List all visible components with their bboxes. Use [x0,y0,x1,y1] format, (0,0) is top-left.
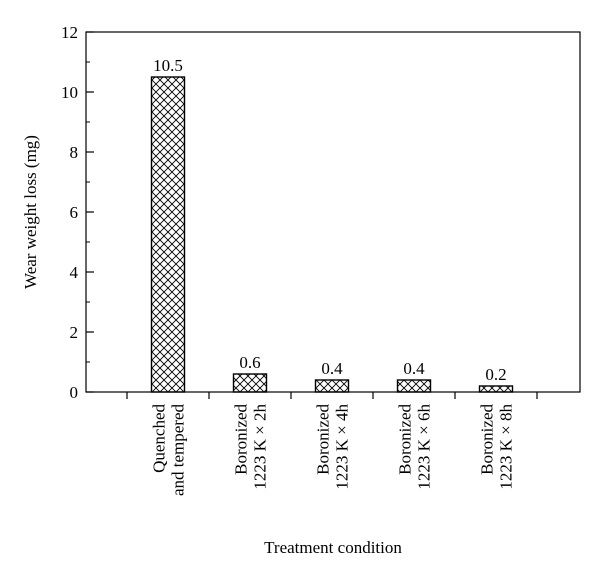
category-label-line: Boronized [478,404,497,475]
y-tick-label: 10 [61,83,78,102]
bar [150,76,186,393]
category-label-line: Quenched [150,404,169,473]
bar [396,379,432,393]
data-label: 10.5 [153,56,183,75]
category-label-line: Boronized [232,404,251,475]
data-label: 0.2 [485,365,506,384]
category-labels: Quenched and tempered Boronized 1223 K × 2h… [150,404,516,497]
y-tick-label: 12 [61,23,78,42]
category-label-line: Boronized [396,404,415,475]
y-tick-label: 4 [70,263,79,282]
category-label: Boronized 1223 K × 8h [478,404,516,490]
x-axis-label: Treatment condition [264,538,402,557]
category-label: Boronized 1223 K × 6h [396,404,434,490]
data-label: 0.6 [239,353,260,372]
y-tick-label: 0 [70,383,79,402]
category-label-line: 1223 K × 8h [497,404,516,490]
data-labels: 10.5 0.6 0.4 0.4 0.2 [153,56,507,384]
bar [232,373,268,393]
category-label-line: Boronized [314,404,333,475]
y-axis-ticks: 0 2 4 6 8 10 12 [61,23,94,402]
bar [314,379,350,393]
category-label-line: and tempered [169,404,188,497]
category-label: Boronized 1223 K × 2h [232,404,270,490]
category-label-line: 1223 K × 4h [333,404,352,490]
category-label: Quenched and tempered [150,404,188,497]
category-label: Boronized 1223 K × 4h [314,404,352,490]
bars [150,76,514,393]
y-tick-label: 6 [70,203,79,222]
x-axis-ticks [126,392,538,399]
category-label-line: 1223 K × 2h [251,404,270,490]
bar [478,385,514,393]
y-tick-label: 8 [70,143,79,162]
y-axis-label: Wear weight loss (mg) [21,135,40,289]
y-tick-label: 2 [70,323,79,342]
data-label: 0.4 [403,359,425,378]
data-label: 0.4 [321,359,343,378]
category-label-line: 1223 K × 6h [415,404,434,490]
